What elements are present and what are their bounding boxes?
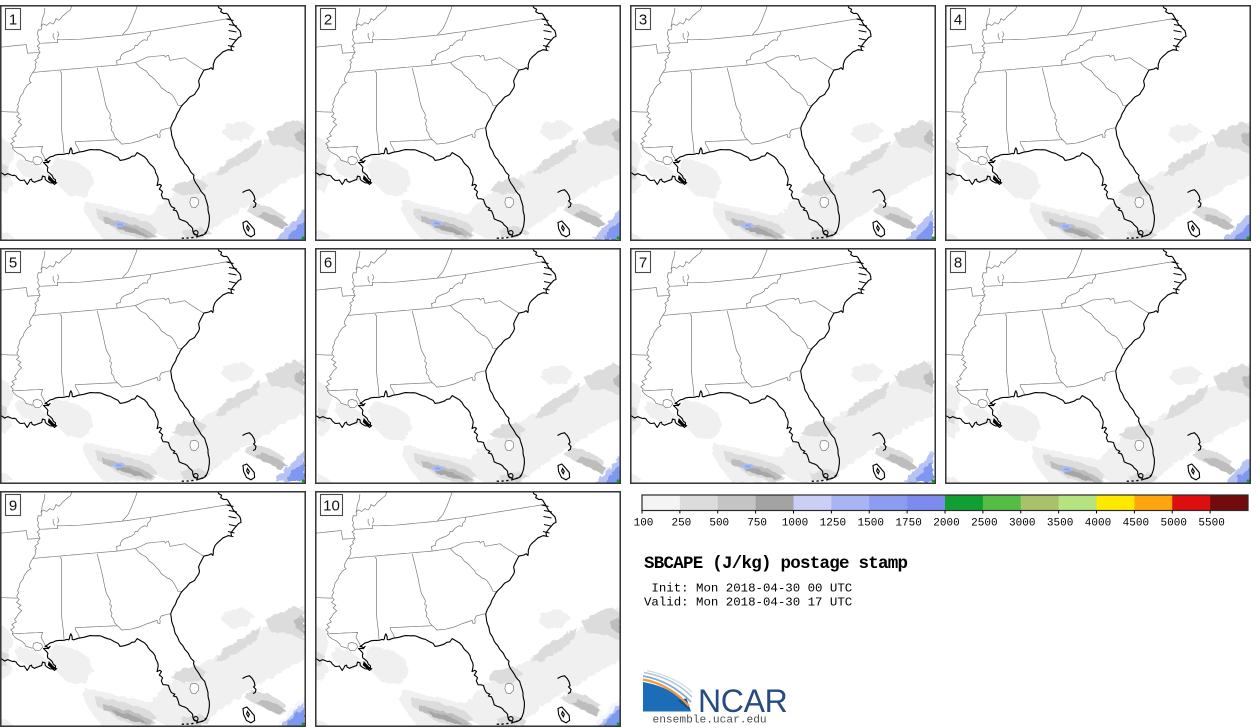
svg-text:Valid: Mon 2018-04-30 17 UTC: Valid: Mon 2018-04-30 17 UTC [644,596,852,610]
svg-text:1500: 1500 [858,518,884,530]
svg-text:9: 9 [9,498,17,515]
svg-text:4000: 4000 [1085,518,1111,530]
svg-text:10: 10 [323,498,340,515]
svg-text:2: 2 [324,12,332,29]
svg-text:8: 8 [954,255,962,272]
svg-text:500: 500 [709,518,729,530]
svg-text:4: 4 [954,12,962,29]
svg-text:750: 750 [747,518,767,530]
svg-text:2000: 2000 [933,518,959,530]
svg-text:1: 1 [9,12,17,29]
svg-text:3000: 3000 [1009,518,1035,530]
svg-text:3: 3 [639,12,647,29]
svg-text:ensemble.ucar.edu: ensemble.ucar.edu [653,715,767,727]
svg-text:250: 250 [671,518,691,530]
svg-text:3500: 3500 [1047,518,1073,530]
svg-text:100: 100 [634,518,654,530]
svg-text:NCAR: NCAR [698,683,787,719]
svg-text:5: 5 [9,255,17,272]
svg-text:5000: 5000 [1161,518,1187,530]
svg-text:6: 6 [324,255,332,272]
svg-text:4500: 4500 [1123,518,1149,530]
svg-text:1000: 1000 [782,518,808,530]
svg-text:7: 7 [639,255,647,272]
svg-text:SBCAPE (J/kg) postage stamp: SBCAPE (J/kg) postage stamp [644,554,908,574]
svg-text:Init: Mon 2018-04-30 00 UTC: Init: Mon 2018-04-30 00 UTC [644,582,852,596]
svg-text:1250: 1250 [820,518,846,530]
svg-text:1750: 1750 [895,518,921,530]
svg-text:2500: 2500 [971,518,997,530]
svg-text:5500: 5500 [1198,518,1224,530]
